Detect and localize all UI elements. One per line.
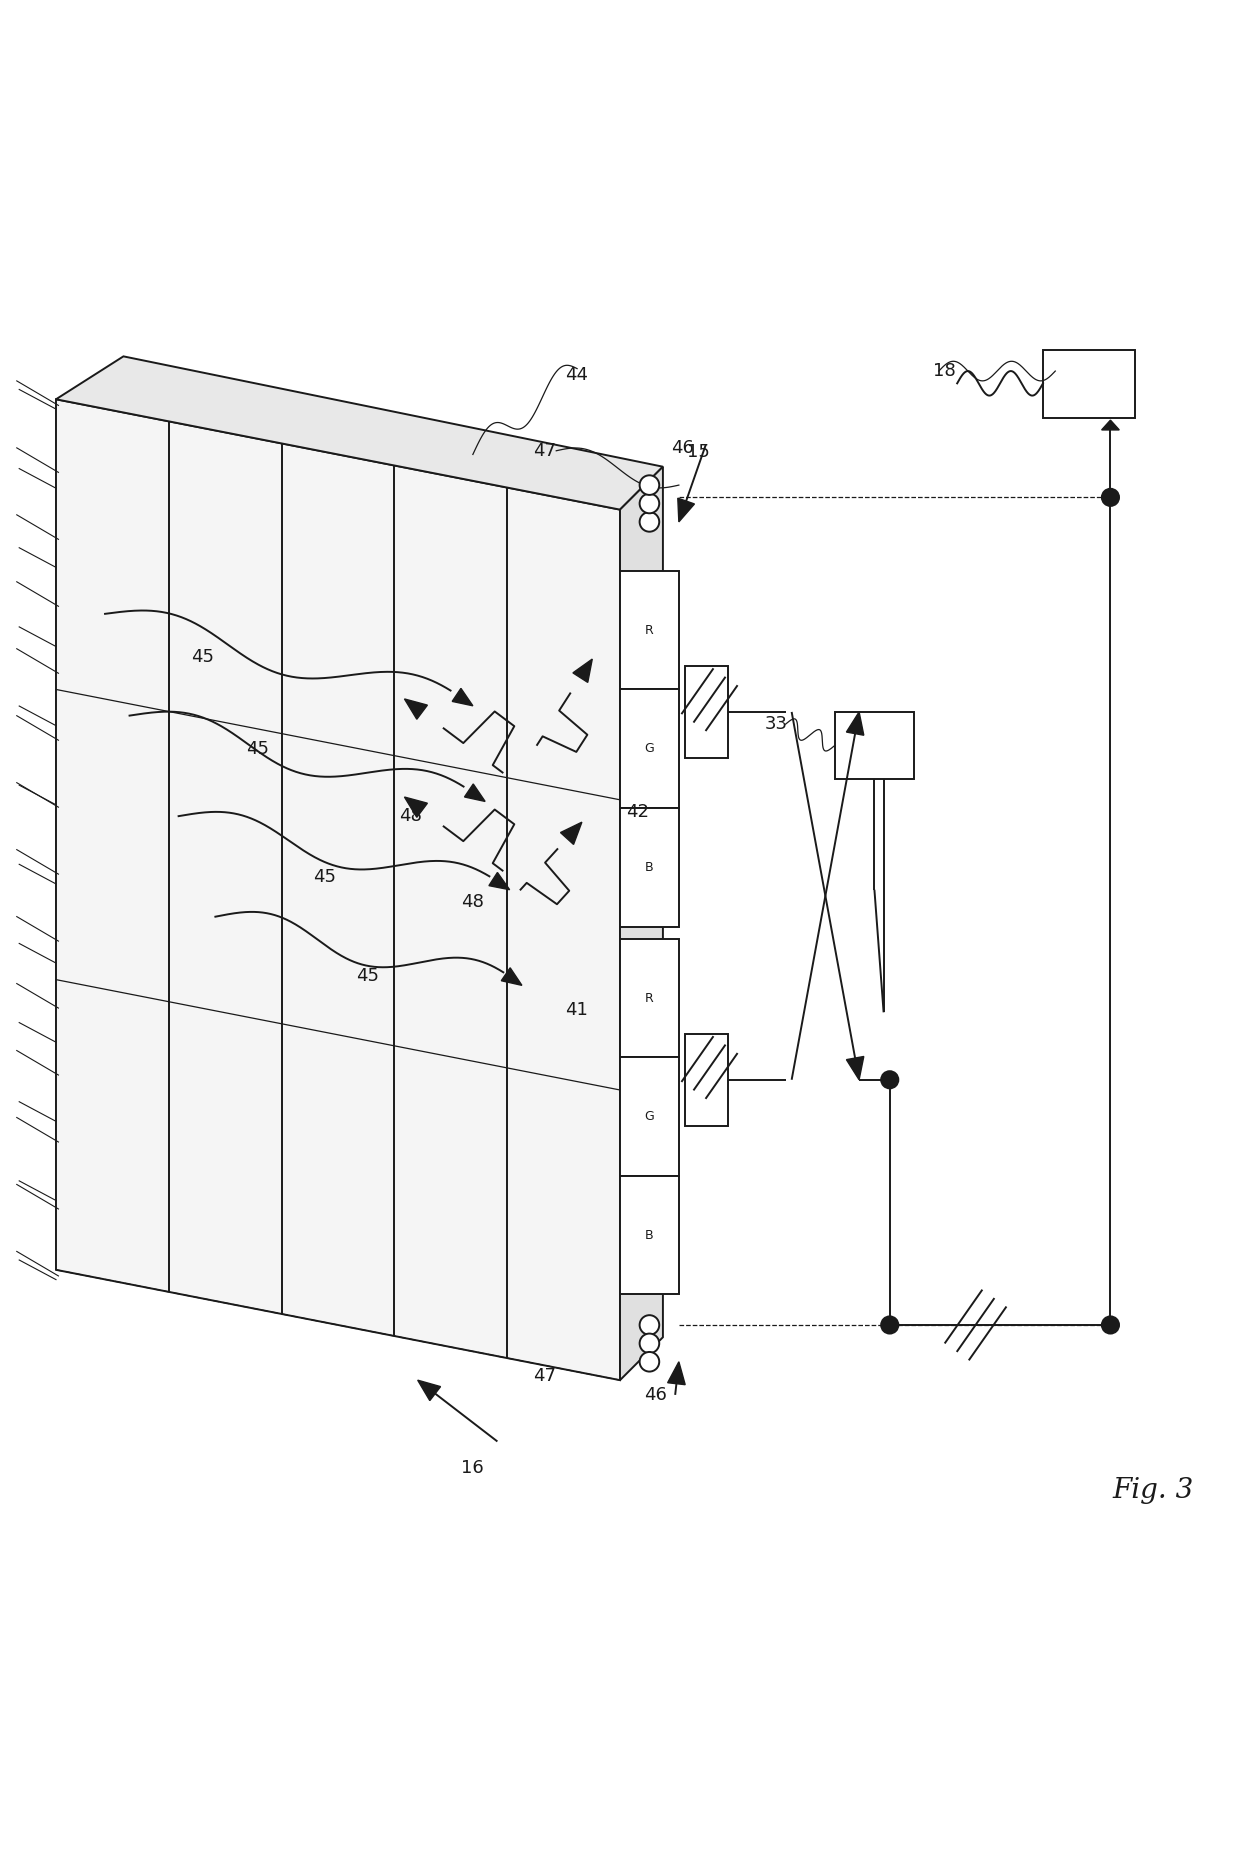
Text: 48: 48 bbox=[399, 808, 422, 825]
Circle shape bbox=[640, 493, 660, 513]
Text: B: B bbox=[645, 1229, 653, 1242]
Polygon shape bbox=[678, 498, 694, 523]
Text: 48: 48 bbox=[460, 893, 484, 912]
Bar bbox=[1043, 350, 1135, 417]
Text: 47: 47 bbox=[533, 441, 557, 460]
Polygon shape bbox=[418, 1380, 440, 1401]
Polygon shape bbox=[560, 823, 582, 845]
Bar bbox=[620, 808, 678, 926]
Text: 15: 15 bbox=[687, 443, 711, 461]
Polygon shape bbox=[404, 797, 428, 817]
Polygon shape bbox=[620, 467, 663, 1380]
Polygon shape bbox=[404, 699, 428, 719]
Circle shape bbox=[640, 1316, 660, 1334]
Circle shape bbox=[882, 1316, 898, 1334]
Circle shape bbox=[1102, 489, 1118, 506]
Text: G: G bbox=[645, 743, 655, 756]
Text: 45: 45 bbox=[191, 649, 213, 665]
Polygon shape bbox=[489, 873, 510, 889]
Text: 45: 45 bbox=[356, 967, 379, 984]
Polygon shape bbox=[56, 398, 620, 1380]
Text: 45: 45 bbox=[314, 869, 336, 886]
Text: 45: 45 bbox=[246, 739, 269, 758]
Polygon shape bbox=[684, 665, 728, 758]
Polygon shape bbox=[453, 687, 472, 706]
Circle shape bbox=[640, 474, 660, 495]
Text: G: G bbox=[645, 1110, 655, 1123]
Text: 46: 46 bbox=[672, 439, 694, 458]
Polygon shape bbox=[684, 1034, 728, 1127]
Polygon shape bbox=[1101, 421, 1120, 430]
Polygon shape bbox=[56, 356, 663, 510]
Text: 18: 18 bbox=[932, 361, 955, 380]
Text: 33: 33 bbox=[765, 715, 787, 734]
Bar bbox=[620, 1058, 678, 1177]
Text: 42: 42 bbox=[626, 804, 649, 821]
Text: B: B bbox=[645, 862, 653, 875]
Polygon shape bbox=[847, 712, 864, 736]
Text: R: R bbox=[645, 991, 653, 1004]
Text: 44: 44 bbox=[565, 365, 588, 384]
Circle shape bbox=[640, 1353, 660, 1371]
Bar bbox=[835, 712, 914, 780]
Polygon shape bbox=[465, 784, 485, 802]
Bar bbox=[620, 939, 678, 1058]
Text: 46: 46 bbox=[645, 1386, 667, 1405]
Circle shape bbox=[640, 1334, 660, 1353]
Text: R: R bbox=[645, 624, 653, 637]
Polygon shape bbox=[847, 1056, 864, 1080]
Circle shape bbox=[882, 1071, 898, 1088]
Polygon shape bbox=[573, 660, 593, 682]
Polygon shape bbox=[667, 1362, 686, 1384]
Bar bbox=[620, 689, 678, 808]
Text: 41: 41 bbox=[565, 1001, 588, 1019]
Text: 47: 47 bbox=[533, 1368, 557, 1386]
Bar bbox=[620, 1177, 678, 1295]
Circle shape bbox=[640, 511, 660, 532]
Text: Fig. 3: Fig. 3 bbox=[1112, 1477, 1194, 1505]
Bar bbox=[620, 571, 678, 689]
Polygon shape bbox=[501, 967, 522, 986]
Text: 16: 16 bbox=[460, 1460, 484, 1477]
Circle shape bbox=[1102, 1316, 1118, 1334]
